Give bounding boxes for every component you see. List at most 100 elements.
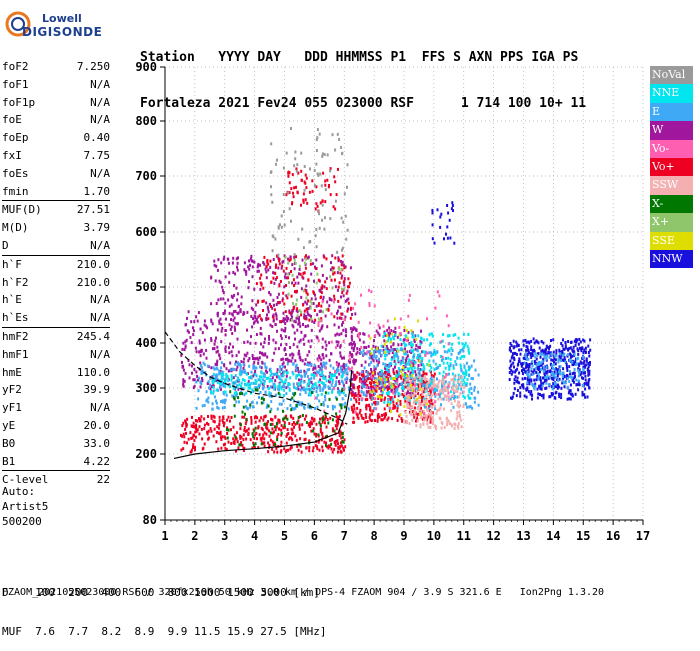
echo-point bbox=[286, 407, 289, 411]
echo-point bbox=[524, 352, 527, 356]
echo-point bbox=[310, 429, 313, 433]
echo-point bbox=[222, 373, 225, 377]
echo-point bbox=[249, 405, 252, 409]
echo-point bbox=[215, 388, 218, 392]
echo-point bbox=[250, 381, 253, 385]
echo-point bbox=[341, 431, 344, 435]
echo-point bbox=[285, 369, 288, 373]
echo-point bbox=[568, 346, 571, 350]
echo-cluster bbox=[431, 201, 456, 245]
true-height-profile-line bbox=[173, 369, 353, 459]
echo-point bbox=[340, 259, 342, 263]
echo-point bbox=[217, 258, 220, 262]
echo-point bbox=[288, 387, 291, 391]
echo-point bbox=[552, 354, 555, 358]
echo-point bbox=[218, 415, 221, 419]
echo-point bbox=[350, 397, 353, 401]
echo-point bbox=[298, 267, 301, 271]
echo-point bbox=[246, 328, 248, 332]
echo-point bbox=[222, 312, 225, 315]
param-row: M(D) 3.79 bbox=[2, 219, 110, 237]
echo-point bbox=[218, 319, 221, 323]
echo-point bbox=[515, 353, 518, 356]
echo-point bbox=[392, 335, 395, 339]
param-row: foF1 N/A bbox=[2, 76, 110, 94]
echo-point bbox=[527, 367, 530, 371]
echo-point bbox=[229, 419, 231, 423]
echo-point bbox=[321, 449, 324, 453]
echo-point bbox=[210, 275, 213, 279]
echo-point bbox=[367, 344, 370, 348]
echo-point bbox=[292, 307, 295, 310]
echo-point bbox=[325, 308, 328, 311]
echo-point bbox=[286, 417, 289, 421]
param-value: N/A bbox=[90, 347, 110, 361]
echo-point bbox=[336, 132, 339, 136]
echo-point bbox=[336, 309, 339, 313]
echo-point bbox=[271, 200, 274, 204]
echo-point bbox=[419, 387, 422, 391]
echo-point bbox=[227, 428, 230, 432]
echo-point bbox=[348, 285, 351, 289]
echo-point bbox=[463, 396, 466, 400]
echo-point bbox=[344, 214, 347, 218]
echo-point bbox=[268, 391, 271, 395]
echo-point bbox=[383, 373, 386, 377]
echo-point bbox=[193, 439, 196, 443]
echo-point bbox=[182, 432, 185, 436]
echo-point bbox=[219, 387, 222, 391]
echo-point bbox=[433, 378, 436, 382]
echo-point bbox=[376, 387, 379, 391]
echo-point bbox=[426, 389, 428, 393]
echo-point bbox=[536, 371, 539, 375]
echo-point bbox=[215, 363, 218, 367]
echo-point bbox=[381, 418, 384, 422]
echo-point bbox=[291, 438, 294, 442]
param-label: h`E bbox=[2, 293, 22, 307]
echo-point bbox=[333, 440, 336, 444]
echo-point bbox=[191, 364, 193, 368]
echo-point bbox=[313, 363, 316, 367]
echo-point bbox=[352, 306, 355, 310]
echo-point bbox=[206, 326, 209, 330]
echo-point bbox=[242, 449, 245, 452]
echo-point bbox=[399, 348, 402, 352]
echo-point bbox=[412, 396, 415, 400]
echo-point bbox=[442, 374, 445, 378]
echo-point bbox=[559, 356, 562, 360]
echo-cluster bbox=[269, 127, 349, 257]
echo-point bbox=[542, 381, 545, 385]
echo-point bbox=[262, 309, 264, 312]
echo-point bbox=[232, 425, 235, 429]
echo-point bbox=[386, 368, 388, 372]
echo-point bbox=[341, 403, 344, 407]
echo-point bbox=[451, 372, 454, 376]
echo-point bbox=[515, 340, 518, 344]
echo-point bbox=[293, 255, 296, 259]
echo-point bbox=[458, 395, 460, 399]
echo-point bbox=[297, 281, 300, 285]
echo-point bbox=[573, 368, 576, 371]
echo-point bbox=[201, 371, 204, 375]
echo-point bbox=[280, 266, 283, 270]
echo-point bbox=[399, 399, 402, 403]
auto-label: Auto: bbox=[2, 485, 36, 498]
echo-point bbox=[373, 401, 376, 405]
echo-point bbox=[326, 300, 329, 304]
echo-point bbox=[304, 173, 307, 177]
echo-point bbox=[369, 321, 372, 325]
echo-point bbox=[428, 399, 431, 403]
echo-point bbox=[553, 373, 555, 377]
echo-point bbox=[382, 362, 385, 366]
echo-point bbox=[302, 271, 305, 275]
echo-point bbox=[301, 414, 304, 417]
echo-point bbox=[388, 365, 391, 369]
echo-point bbox=[442, 376, 445, 380]
echo-point bbox=[392, 342, 395, 346]
echo-point bbox=[259, 332, 262, 336]
echo-point bbox=[378, 415, 381, 419]
echo-point bbox=[470, 392, 473, 395]
echo-point bbox=[285, 294, 288, 298]
echo-point bbox=[379, 371, 382, 374]
echo-point bbox=[272, 316, 275, 320]
